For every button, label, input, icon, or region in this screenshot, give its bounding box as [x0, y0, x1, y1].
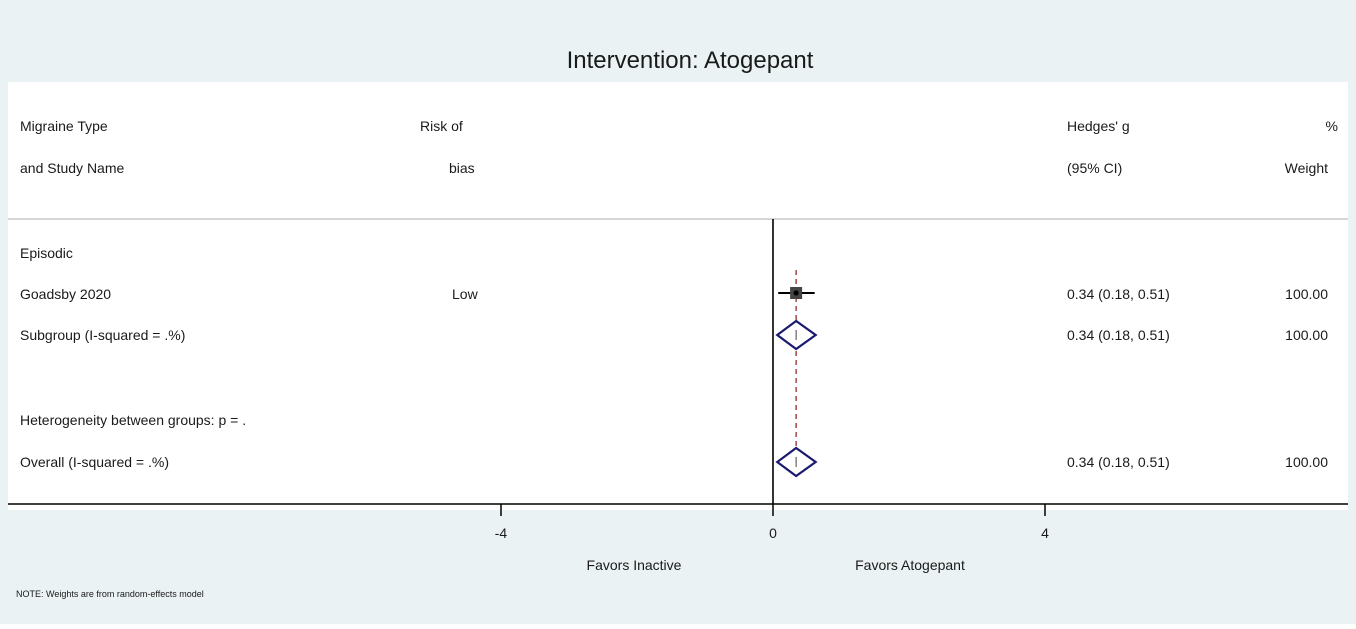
overall-label: Overall (I-squared = .%) — [20, 454, 169, 470]
header-es-line1: Hedges' g — [1067, 118, 1130, 134]
study-weight: 100.00 — [1285, 286, 1328, 302]
header-rob-line1: Risk of — [420, 118, 463, 134]
header-es-line2: (95% CI) — [1067, 160, 1122, 176]
header-study-line2: and Study Name — [20, 160, 124, 176]
study-effect-ci: 0.34 (0.18, 0.51) — [1067, 286, 1170, 302]
study-label: Goadsby 2020 — [20, 286, 111, 302]
x-tick-label: 4 — [1041, 525, 1049, 541]
study-risk-of-bias: Low — [452, 286, 479, 302]
overall-effect-ci: 0.34 (0.18, 0.51) — [1067, 454, 1170, 470]
header-study-line1: Migraine Type — [20, 118, 108, 134]
subgroup-effect-ci: 0.34 (0.18, 0.51) — [1067, 327, 1170, 343]
overall-weight: 100.00 — [1285, 454, 1328, 470]
axis-label-favors-atogepant: Favors Atogepant — [855, 557, 965, 573]
subgroup-weight: 100.00 — [1285, 327, 1328, 343]
x-tick-label: 0 — [769, 525, 777, 541]
subgroup-label: Subgroup (I-squared = .%) — [20, 327, 185, 343]
header-weight-line1: % — [1326, 118, 1338, 134]
heterogeneity-note: Heterogeneity between groups: p = . — [20, 412, 246, 428]
plot-region-background — [8, 82, 1348, 510]
x-tick-label: -4 — [495, 525, 508, 541]
header-rob-line2: bias — [449, 160, 475, 176]
axis-label-favors-inactive: Favors Inactive — [587, 557, 682, 573]
header-weight-line2: Weight — [1285, 160, 1328, 176]
footer-note: NOTE: Weights are from random-effects mo… — [16, 589, 204, 599]
study-point-estimate — [793, 290, 799, 296]
chart-title: Intervention: Atogepant — [567, 47, 814, 74]
x-axis-ticks: -4 0 4 — [495, 504, 1049, 541]
group-label-episodic: Episodic — [20, 245, 73, 261]
